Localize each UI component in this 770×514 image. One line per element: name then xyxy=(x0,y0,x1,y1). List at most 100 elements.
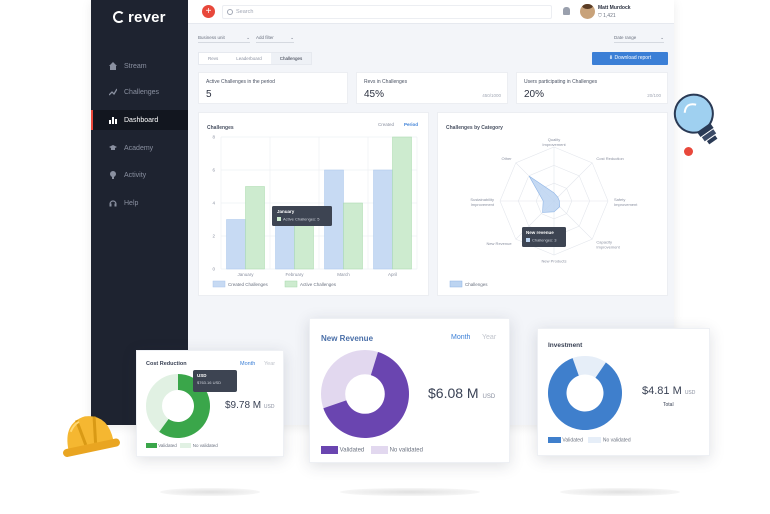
search-input[interactable]: Search xyxy=(222,5,552,19)
tab-revs[interactable]: Revs xyxy=(208,56,219,61)
legend: Validated No validated xyxy=(146,443,218,449)
bell-icon[interactable] xyxy=(563,7,570,15)
red-dot xyxy=(684,147,693,156)
y-tick-label: 8 xyxy=(212,135,215,140)
tooltip: USD $763.16 USD xyxy=(193,370,237,392)
download-report-button[interactable]: ⬇ Download report xyxy=(592,52,668,65)
radar-spoke xyxy=(553,162,593,202)
bar-created-april xyxy=(373,169,393,270)
challenges-chart-card: Challenges Created Period 0 2 4 6 8 January Fe… xyxy=(198,112,429,296)
y-tick-label: 2 xyxy=(212,234,215,239)
radar-axis-label: Sustainability Improvement xyxy=(470,197,494,207)
bar-chart-icon xyxy=(109,117,117,124)
bar-active-february xyxy=(294,219,314,270)
card-title: New Revenue xyxy=(321,334,374,343)
chevron-down-icon: ⌄ xyxy=(290,35,294,40)
toggle-month[interactable]: Month xyxy=(240,361,256,367)
sidebar-item-challenges[interactable]: Challenges xyxy=(91,82,188,102)
radar-axis-label: Capacity Improvement xyxy=(596,239,620,249)
y-tick-label: 4 xyxy=(212,201,215,206)
chevron-down-icon: ⌄ xyxy=(246,35,250,40)
kpi-active-challenges: Active Challenges in the period 5 xyxy=(198,72,348,104)
cost-reduction-card: Cost Reduction Month Year USD $763.16 US… xyxy=(136,350,284,457)
radar-axis-label: New Revenue xyxy=(486,241,512,246)
sidebar-item-stream[interactable]: Stream xyxy=(91,56,188,76)
home-icon xyxy=(109,62,117,70)
x-tick-label: February xyxy=(285,272,304,277)
category-chart-card: Challenges by Category Quality Improvemen… xyxy=(437,112,668,296)
new-revenue-donut xyxy=(321,350,409,438)
tooltip-box xyxy=(272,206,332,226)
hard-hat-icon xyxy=(63,416,120,457)
tooltip-title: January xyxy=(277,209,295,214)
bar-chart: 0 2 4 6 8 January February March April January Act… xyxy=(212,135,418,288)
x-tick-label: March xyxy=(337,272,350,277)
tab-challenges[interactable]: Challenges xyxy=(270,53,312,64)
business-unit-filter[interactable]: Business unit ⌄ xyxy=(198,32,250,43)
legend-swatch xyxy=(146,443,157,449)
toggle-period[interactable]: Period xyxy=(403,122,418,127)
avatar[interactable] xyxy=(580,4,595,19)
toggle-created[interactable]: Created xyxy=(377,122,394,127)
radar-spoke xyxy=(553,200,593,240)
card-title: Cost Reduction xyxy=(146,361,187,367)
bulb-icon xyxy=(110,171,116,179)
graduation-cap-icon xyxy=(109,145,117,150)
x-tick-label: January xyxy=(237,272,254,277)
legend-swatch xyxy=(180,443,192,449)
bar-created-january xyxy=(226,219,246,270)
bar-active-april xyxy=(392,136,412,270)
toggle-month[interactable]: Month xyxy=(451,334,471,341)
top-bar: + Search Matt Murdock ⛉ 1,421 xyxy=(188,0,674,24)
lightbulb-icon xyxy=(673,93,718,145)
legend-label: Active Challenges xyxy=(300,282,337,287)
card-title: Investment xyxy=(548,342,583,349)
user-points: ⛉ 1,421 xyxy=(598,13,616,19)
legend-swatch-created xyxy=(212,280,226,288)
card-shadow xyxy=(560,488,680,496)
tab-leaderboard[interactable]: Leaderboard xyxy=(236,56,262,61)
sidebar-item-activity[interactable]: Activity xyxy=(91,165,188,185)
donut-validated-segment xyxy=(323,351,409,438)
new-revenue-value: $6.08 M USD xyxy=(428,385,496,401)
legend-swatch xyxy=(548,437,561,443)
radar-axis-label: New Products xyxy=(542,259,567,264)
legend: Validated No validated xyxy=(321,446,423,454)
legend-label: Created Challenges xyxy=(228,282,269,287)
download-icon: ⬇ xyxy=(608,55,614,61)
radar-axis-label: Other xyxy=(502,156,513,161)
tooltip-box xyxy=(522,227,566,247)
search-icon xyxy=(227,9,233,15)
legend-swatch xyxy=(321,446,338,454)
chart-title: Challenges xyxy=(207,125,234,131)
card-shadow xyxy=(340,488,480,496)
investment-donut xyxy=(548,356,622,430)
chart-line-icon xyxy=(109,88,117,96)
radar-area xyxy=(528,175,561,213)
sidebar-item-help[interactable]: Help xyxy=(91,193,188,213)
add-button[interactable]: + xyxy=(202,5,215,18)
kpi-users-participating: Users participating in Challenges 20% 20… xyxy=(516,72,668,104)
radar-axis-label: Quality Improvement xyxy=(542,137,566,147)
toggle-year[interactable]: Year xyxy=(482,334,497,341)
toggle-year[interactable]: Year xyxy=(264,361,276,367)
tooltip-swatch xyxy=(277,217,281,221)
x-tick-label: April xyxy=(388,272,397,277)
total-label: Total xyxy=(663,402,674,408)
chart-title: Challenges by Category xyxy=(446,125,503,131)
main-content: + Search Matt Murdock ⛉ 1,421 Business u… xyxy=(188,0,674,425)
tooltip-swatch xyxy=(526,238,530,242)
radar-axis-label: Cost Reduction xyxy=(596,156,623,161)
y-tick-label: 0 xyxy=(212,267,215,272)
tooltip-text: Active Challenges: 5 xyxy=(283,217,320,222)
investment-value: $4.81 M USD xyxy=(642,385,696,397)
sidebar-item-academy[interactable]: Academy xyxy=(91,138,188,158)
sidebar-item-dashboard[interactable]: Dashboard xyxy=(91,110,188,130)
investment-card: Investment $4.81 M USD Total Validated N… xyxy=(537,328,710,456)
legend: Validated No validated xyxy=(548,437,631,443)
logo-ring-icon xyxy=(113,11,125,23)
bar-created-february xyxy=(275,219,295,270)
bar-active-march xyxy=(343,202,363,270)
add-filter-button[interactable]: Add filter ⌄ xyxy=(256,32,294,43)
date-range-select[interactable]: Date range ⌄ xyxy=(614,32,664,43)
